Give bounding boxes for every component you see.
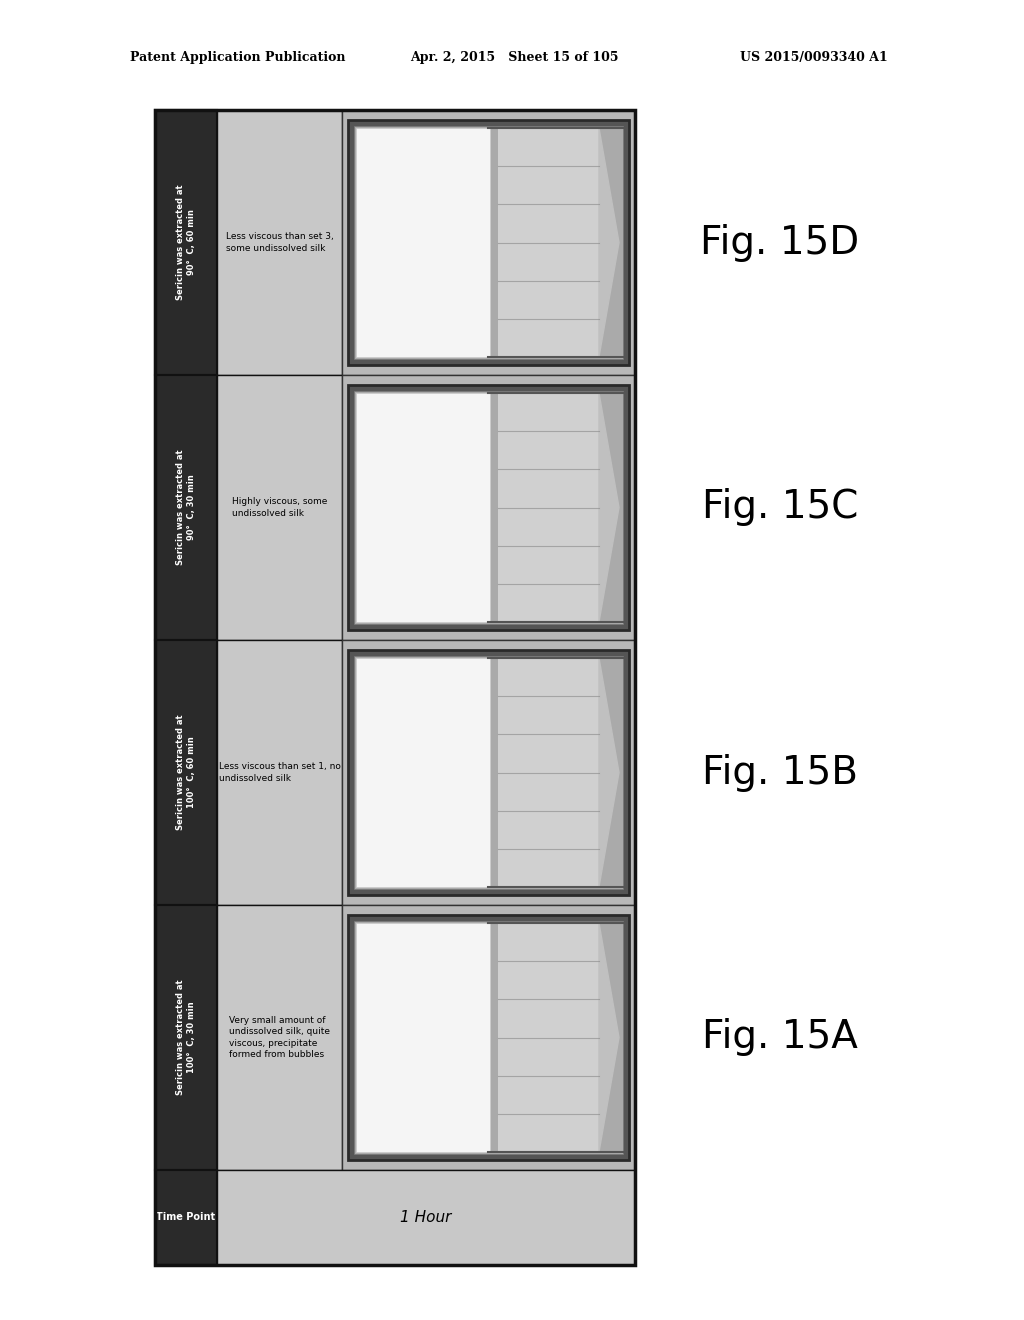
Bar <box>155 110 217 375</box>
Bar <box>217 375 342 640</box>
Bar <box>155 1170 217 1265</box>
Bar <box>354 125 623 359</box>
Text: Sericin was extracted at
90°  C, 30 min: Sericin was extracted at 90° C, 30 min <box>175 450 197 565</box>
Text: Fig. 15C: Fig. 15C <box>701 488 858 527</box>
Bar <box>356 923 490 1152</box>
Bar <box>498 128 599 356</box>
Text: Sericin was extracted at
100°  C, 30 min: Sericin was extracted at 100° C, 30 min <box>175 979 197 1096</box>
Text: Less viscous than set 3,
some undissolved silk: Less viscous than set 3, some undissolve… <box>225 232 334 252</box>
Text: Fig. 15B: Fig. 15B <box>702 754 858 792</box>
Bar <box>354 391 623 624</box>
Text: Highly viscous, some
undissolved silk: Highly viscous, some undissolved silk <box>231 498 328 517</box>
Bar <box>498 393 599 622</box>
Bar <box>155 110 635 1265</box>
Bar <box>348 385 629 630</box>
Bar <box>342 375 635 640</box>
Polygon shape <box>599 393 618 622</box>
Bar <box>342 110 635 375</box>
Bar <box>356 393 490 622</box>
Bar <box>354 656 623 888</box>
Bar <box>498 923 599 1152</box>
Text: Patent Application Publication: Patent Application Publication <box>130 51 345 65</box>
Polygon shape <box>599 657 618 887</box>
Polygon shape <box>599 923 618 1152</box>
Text: Less viscous than set 1, no
undissolved silk: Less viscous than set 1, no undissolved … <box>218 763 340 783</box>
Polygon shape <box>599 128 618 356</box>
Bar <box>356 128 490 356</box>
Text: Apr. 2, 2015   Sheet 15 of 105: Apr. 2, 2015 Sheet 15 of 105 <box>410 51 618 65</box>
Text: 1 Hour: 1 Hour <box>400 1210 452 1225</box>
Bar <box>354 921 623 1154</box>
Bar <box>356 657 490 887</box>
Bar <box>217 110 342 375</box>
Text: Very small amount of
undissolved silk, quite
viscous, precipitate
formed from bu: Very small amount of undissolved silk, q… <box>229 1016 330 1059</box>
Bar <box>498 657 599 887</box>
Bar <box>155 640 217 906</box>
Bar <box>348 120 629 366</box>
Text: Fig. 15A: Fig. 15A <box>702 1019 858 1056</box>
Text: Sericin was extracted at
100°  C, 60 min: Sericin was extracted at 100° C, 60 min <box>175 714 197 830</box>
Text: US 2015/0093340 A1: US 2015/0093340 A1 <box>740 51 888 65</box>
Bar <box>342 640 635 906</box>
Bar <box>217 1170 635 1265</box>
Bar <box>348 915 629 1160</box>
Text: Fig. 15D: Fig. 15D <box>700 223 859 261</box>
Bar <box>155 906 217 1170</box>
Bar <box>155 375 217 640</box>
Bar <box>217 640 342 906</box>
Bar <box>217 906 342 1170</box>
Bar <box>342 906 635 1170</box>
Text: Time Point: Time Point <box>157 1213 216 1222</box>
Bar <box>348 649 629 895</box>
Text: Sericin was extracted at
90°  C, 60 min: Sericin was extracted at 90° C, 60 min <box>175 185 197 301</box>
